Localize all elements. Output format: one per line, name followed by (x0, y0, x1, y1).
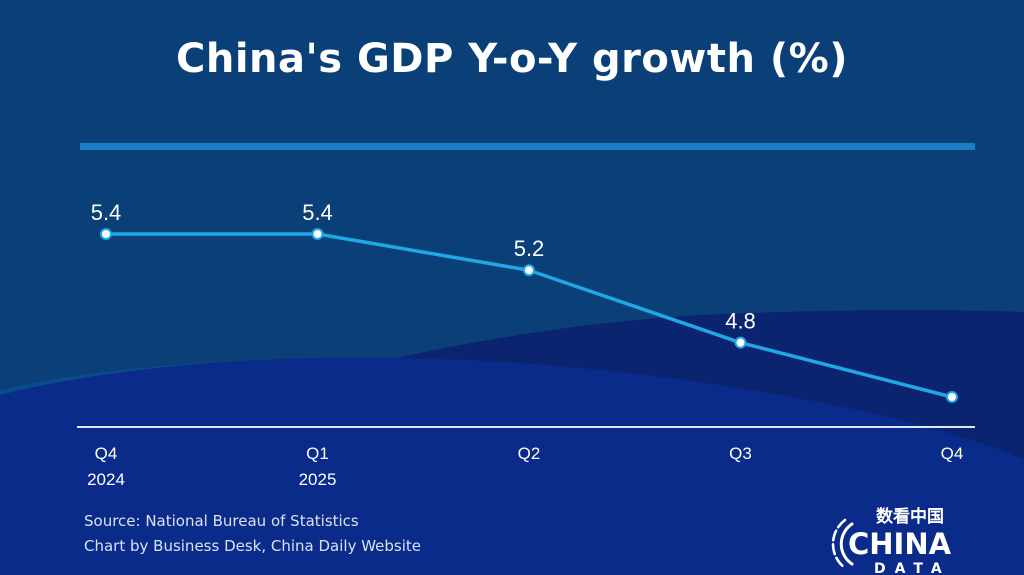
x-tick-label: Q3 (729, 444, 752, 463)
credit-line: Chart by Business Desk, China Daily Webs… (84, 537, 422, 555)
source-line: Source: National Bureau of Statistics (84, 512, 359, 530)
data-point (523, 264, 535, 277)
data-label: 5.4 (91, 200, 122, 225)
x-tick-label: 2024 (87, 470, 125, 489)
x-tick-label: Q2 (518, 444, 541, 463)
chart-title: China's GDP Y-o-Y growth (%) (175, 36, 848, 82)
data-point (311, 228, 324, 240)
logo-sub-text: DATA (874, 561, 951, 574)
data-label: 5.2 (514, 236, 545, 261)
data-label: 5.4 (302, 200, 333, 225)
data-point (946, 391, 958, 403)
x-tick-label: Q1 (306, 444, 329, 463)
source-block: Source: National Bureau of Statistics Ch… (84, 509, 421, 559)
china-data-logo: 数看中国 CHINA DATA (831, 506, 952, 574)
x-tick-label: Q4 (95, 444, 118, 463)
title-underline (80, 143, 975, 150)
logo-word-text: CHINA (848, 527, 952, 561)
x-tick-label: Q4 (941, 444, 964, 463)
data-point (100, 228, 112, 240)
data-label: 4.8 (725, 309, 756, 334)
x-tick-label: 2025 (299, 470, 337, 489)
data-point (734, 336, 747, 349)
logo-chinese-text: 数看中国 (876, 506, 944, 527)
